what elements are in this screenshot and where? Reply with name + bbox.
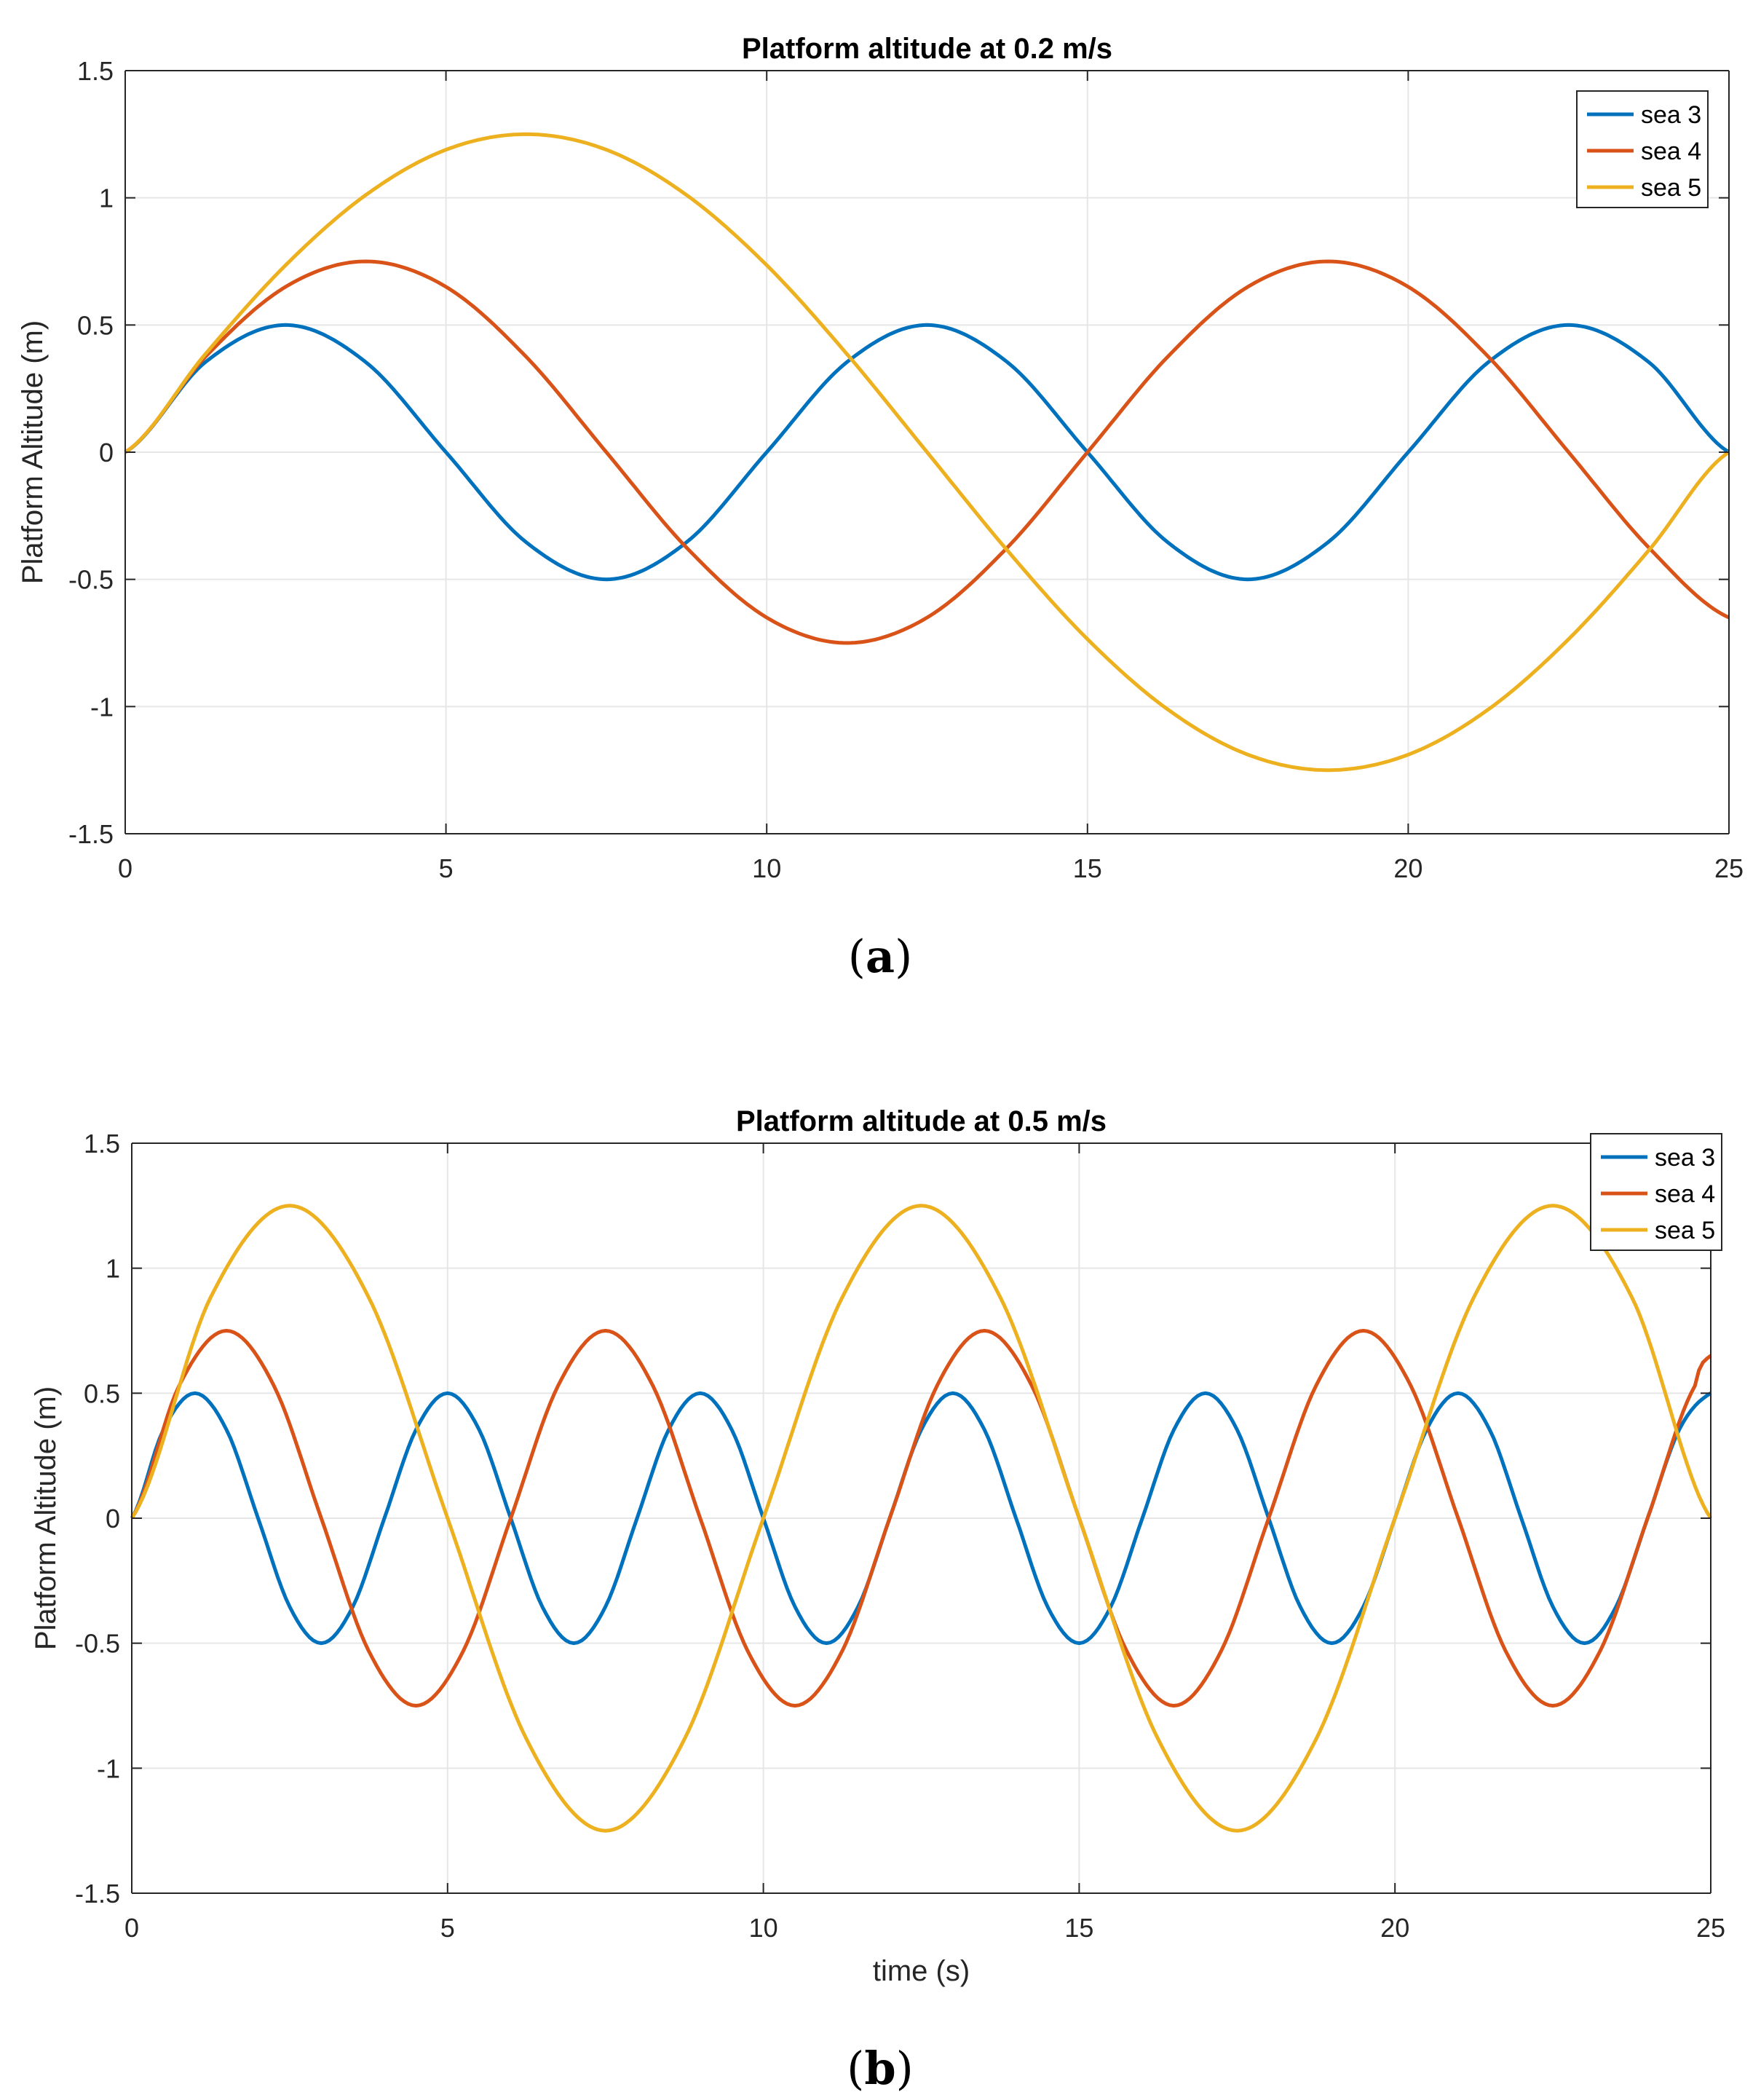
y-tick-label: 0 [99,438,114,467]
x-tick-label: 20 [1393,853,1422,883]
x-tick-label: 15 [1064,1913,1093,1943]
x-tick-label: 15 [1073,853,1102,883]
series-line-sea-3 [130,1391,1712,1646]
y-tick-label: 0.5 [77,310,114,340]
x-tick-label: 10 [749,1913,778,1943]
y-tick-label: 0.5 [84,1378,120,1408]
y-tick-label: -1 [90,692,114,722]
series-line-sea-5 [130,1204,1713,1833]
x-tick-label: 0 [124,1913,139,1943]
y-tick-label: 0 [106,1504,120,1533]
x-tick-label: 5 [439,853,454,883]
y-tick-label: 1 [99,183,114,213]
x-tick-label: 10 [752,853,781,883]
y-axis-label: Platform Altitude (m) [30,1386,62,1650]
legend: sea 3 sea 4 sea 5 [1576,90,1709,208]
chart-title: Platform altitude at 0.2 m/s [742,33,1112,65]
x-tick-label: 25 [1696,1913,1725,1943]
chart-title: Platform altitude at 0.5 m/s [736,1105,1107,1137]
chart-panel-b: 0 5 10 15 20 25 -1.5 -1 -0.5 0 0.5 1 1.5 Platform alt… [30,1105,1725,1987]
chart-panel-a: 0 5 10 15 20 25 -1.5 -1 -0.5 0 0.5 1 1.5 Platform alt… [17,33,1744,883]
y-tick-label: -1 [97,1753,120,1783]
x-tick-label: 20 [1380,1913,1409,1943]
y-tick-label: -1.5 [75,1879,120,1908]
x-tick-label: 0 [118,853,132,883]
x-tick-label: 5 [440,1913,455,1943]
legend-label: sea 4 [1641,138,1701,165]
series-line-sea-3 [124,323,1730,582]
series-line-sea-4 [124,259,1730,645]
legend-label: sea 5 [1641,174,1701,202]
y-axis-label: Platform Altitude (m) [17,320,49,584]
series-line-sea-5 [124,132,1730,773]
legend: sea 3 sea 4 sea 5 [1590,1133,1722,1251]
x-tick-label: 25 [1714,853,1744,883]
panel-label-b: (b) [847,2042,914,2095]
y-tick-label: -0.5 [75,1629,120,1659]
legend-label: sea 5 [1655,1217,1715,1244]
y-tick-label: -0.5 [68,565,114,595]
y-tick-label: 1.5 [77,56,114,86]
legend-label: sea 4 [1655,1180,1715,1208]
y-tick-label: 1.5 [84,1129,120,1158]
legend-label: sea 3 [1655,1144,1715,1172]
y-tick-label: 1 [106,1254,120,1284]
y-tick-label: -1.5 [68,819,114,849]
series-line-sea-4 [130,1329,1712,1708]
legend-label: sea 3 [1641,101,1701,129]
x-axis-label: time (s) [873,1955,970,1987]
panel-label-a: (a) [848,930,913,983]
